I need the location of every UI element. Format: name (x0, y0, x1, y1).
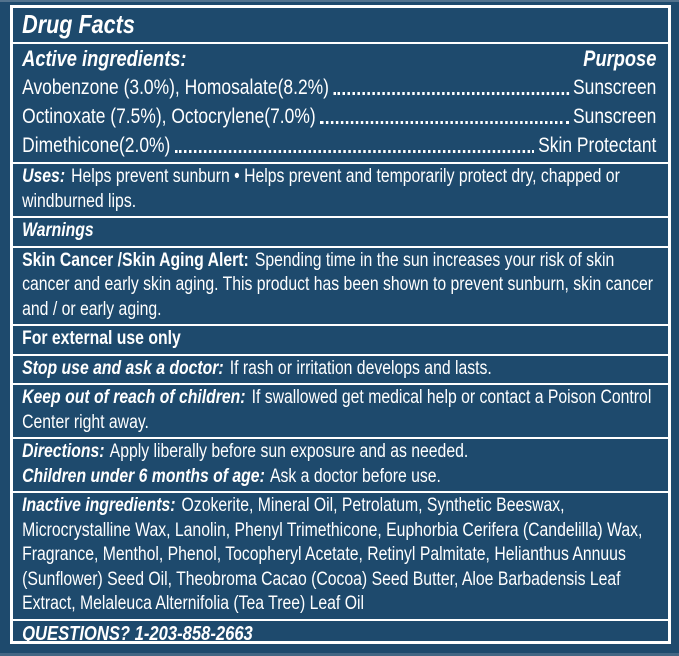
dot-leader (333, 92, 569, 95)
drug-facts-title: Drug Facts (22, 9, 135, 39)
children-line: Children under 6 months of age: Ask a do… (22, 465, 656, 490)
ingredient-row: Octinoxate (7.5%), Octocrylene(7.0%) Sun… (22, 102, 656, 131)
active-ingredients-header-row: Active ingredients: Purpose (22, 45, 656, 73)
ingredient-name: Dimethicone(2.0%) (22, 134, 171, 157)
directions-line: Directions: Apply liberally before sun e… (22, 440, 656, 465)
external-use-section: For external use only (13, 326, 668, 356)
children-label: Children under 6 months of age: (22, 465, 265, 487)
inactive-ingredients-section: Inactive ingredients: Ozokerite, Mineral… (13, 493, 668, 621)
directions-section: Directions: Apply liberally before sun e… (13, 439, 668, 493)
uses-section: Uses: Helps prevent sunburn • Helps prev… (13, 164, 668, 218)
bottom-edge-strip (0, 653, 679, 656)
ingredient-purpose: Sunscreen (573, 105, 657, 128)
dot-leader (319, 121, 569, 124)
stop-use-text: If rash or irritation develops and lasts… (229, 357, 492, 379)
directions-label: Directions: (22, 441, 105, 462)
uses-text: Helps prevent sunburn • Helps prevent an… (22, 166, 620, 212)
ingredient-name: Avobenzone (3.0%), Homosalate(8.2%) (22, 76, 329, 99)
skin-alert-label: Skin Cancer /Skin Aging Alert: (22, 249, 249, 271)
active-ingredients-section: Active ingredients: Purpose Avobenzone (… (13, 44, 668, 164)
uses-label: Uses: (22, 166, 66, 187)
warnings-heading: Warnings (22, 220, 94, 241)
ingredient-row: Dimethicone(2.0%) Skin Protectant (22, 131, 656, 160)
inactive-ingredients-text: Ozokerite, Mineral Oil, Petrolatum, Synt… (22, 495, 643, 614)
ingredient-purpose: Sunscreen (573, 76, 657, 99)
top-edge-strip (0, 0, 679, 2)
header-section: Drug Facts (13, 8, 668, 44)
skin-alert-section: Skin Cancer /Skin Aging Alert: Spending … (13, 248, 668, 326)
label-frame: Drug Facts Active ingredients: Purpose A… (10, 5, 671, 644)
purpose-heading: Purpose (583, 46, 657, 71)
keep-out-section: Keep out of reach of children: If swallo… (13, 385, 668, 439)
children-text: Ask a doctor before use. (270, 465, 441, 487)
stop-use-label: Stop use and ask a doctor: (22, 357, 224, 379)
questions-text: QUESTIONS? 1-203-858-2663 (22, 622, 253, 644)
stop-use-section: Stop use and ask a doctor: If rash or ir… (13, 356, 668, 385)
ingredient-name: Octinoxate (7.5%), Octocrylene(7.0%) (22, 105, 316, 128)
ingredient-purpose: Skin Protectant (538, 134, 657, 157)
external-use-text: For external use only (22, 328, 181, 349)
keep-out-label: Keep out of reach of children: (22, 387, 246, 408)
ingredient-row: Avobenzone (3.0%), Homosalate(8.2%) Suns… (22, 73, 656, 102)
dot-leader (174, 150, 535, 153)
active-ingredients-heading: Active ingredients: (22, 46, 187, 71)
keep-out-text: If swallowed get medical help or contact… (22, 387, 652, 433)
skin-alert-text: Spending time in the sun increases your … (22, 249, 654, 320)
inactive-ingredients-label: Inactive ingredients: (22, 495, 176, 516)
directions-text: Apply liberally before sun exposure and … (109, 441, 469, 462)
warnings-section: Warnings (13, 218, 668, 248)
questions-section: QUESTIONS? 1-203-858-2663 (13, 621, 668, 644)
